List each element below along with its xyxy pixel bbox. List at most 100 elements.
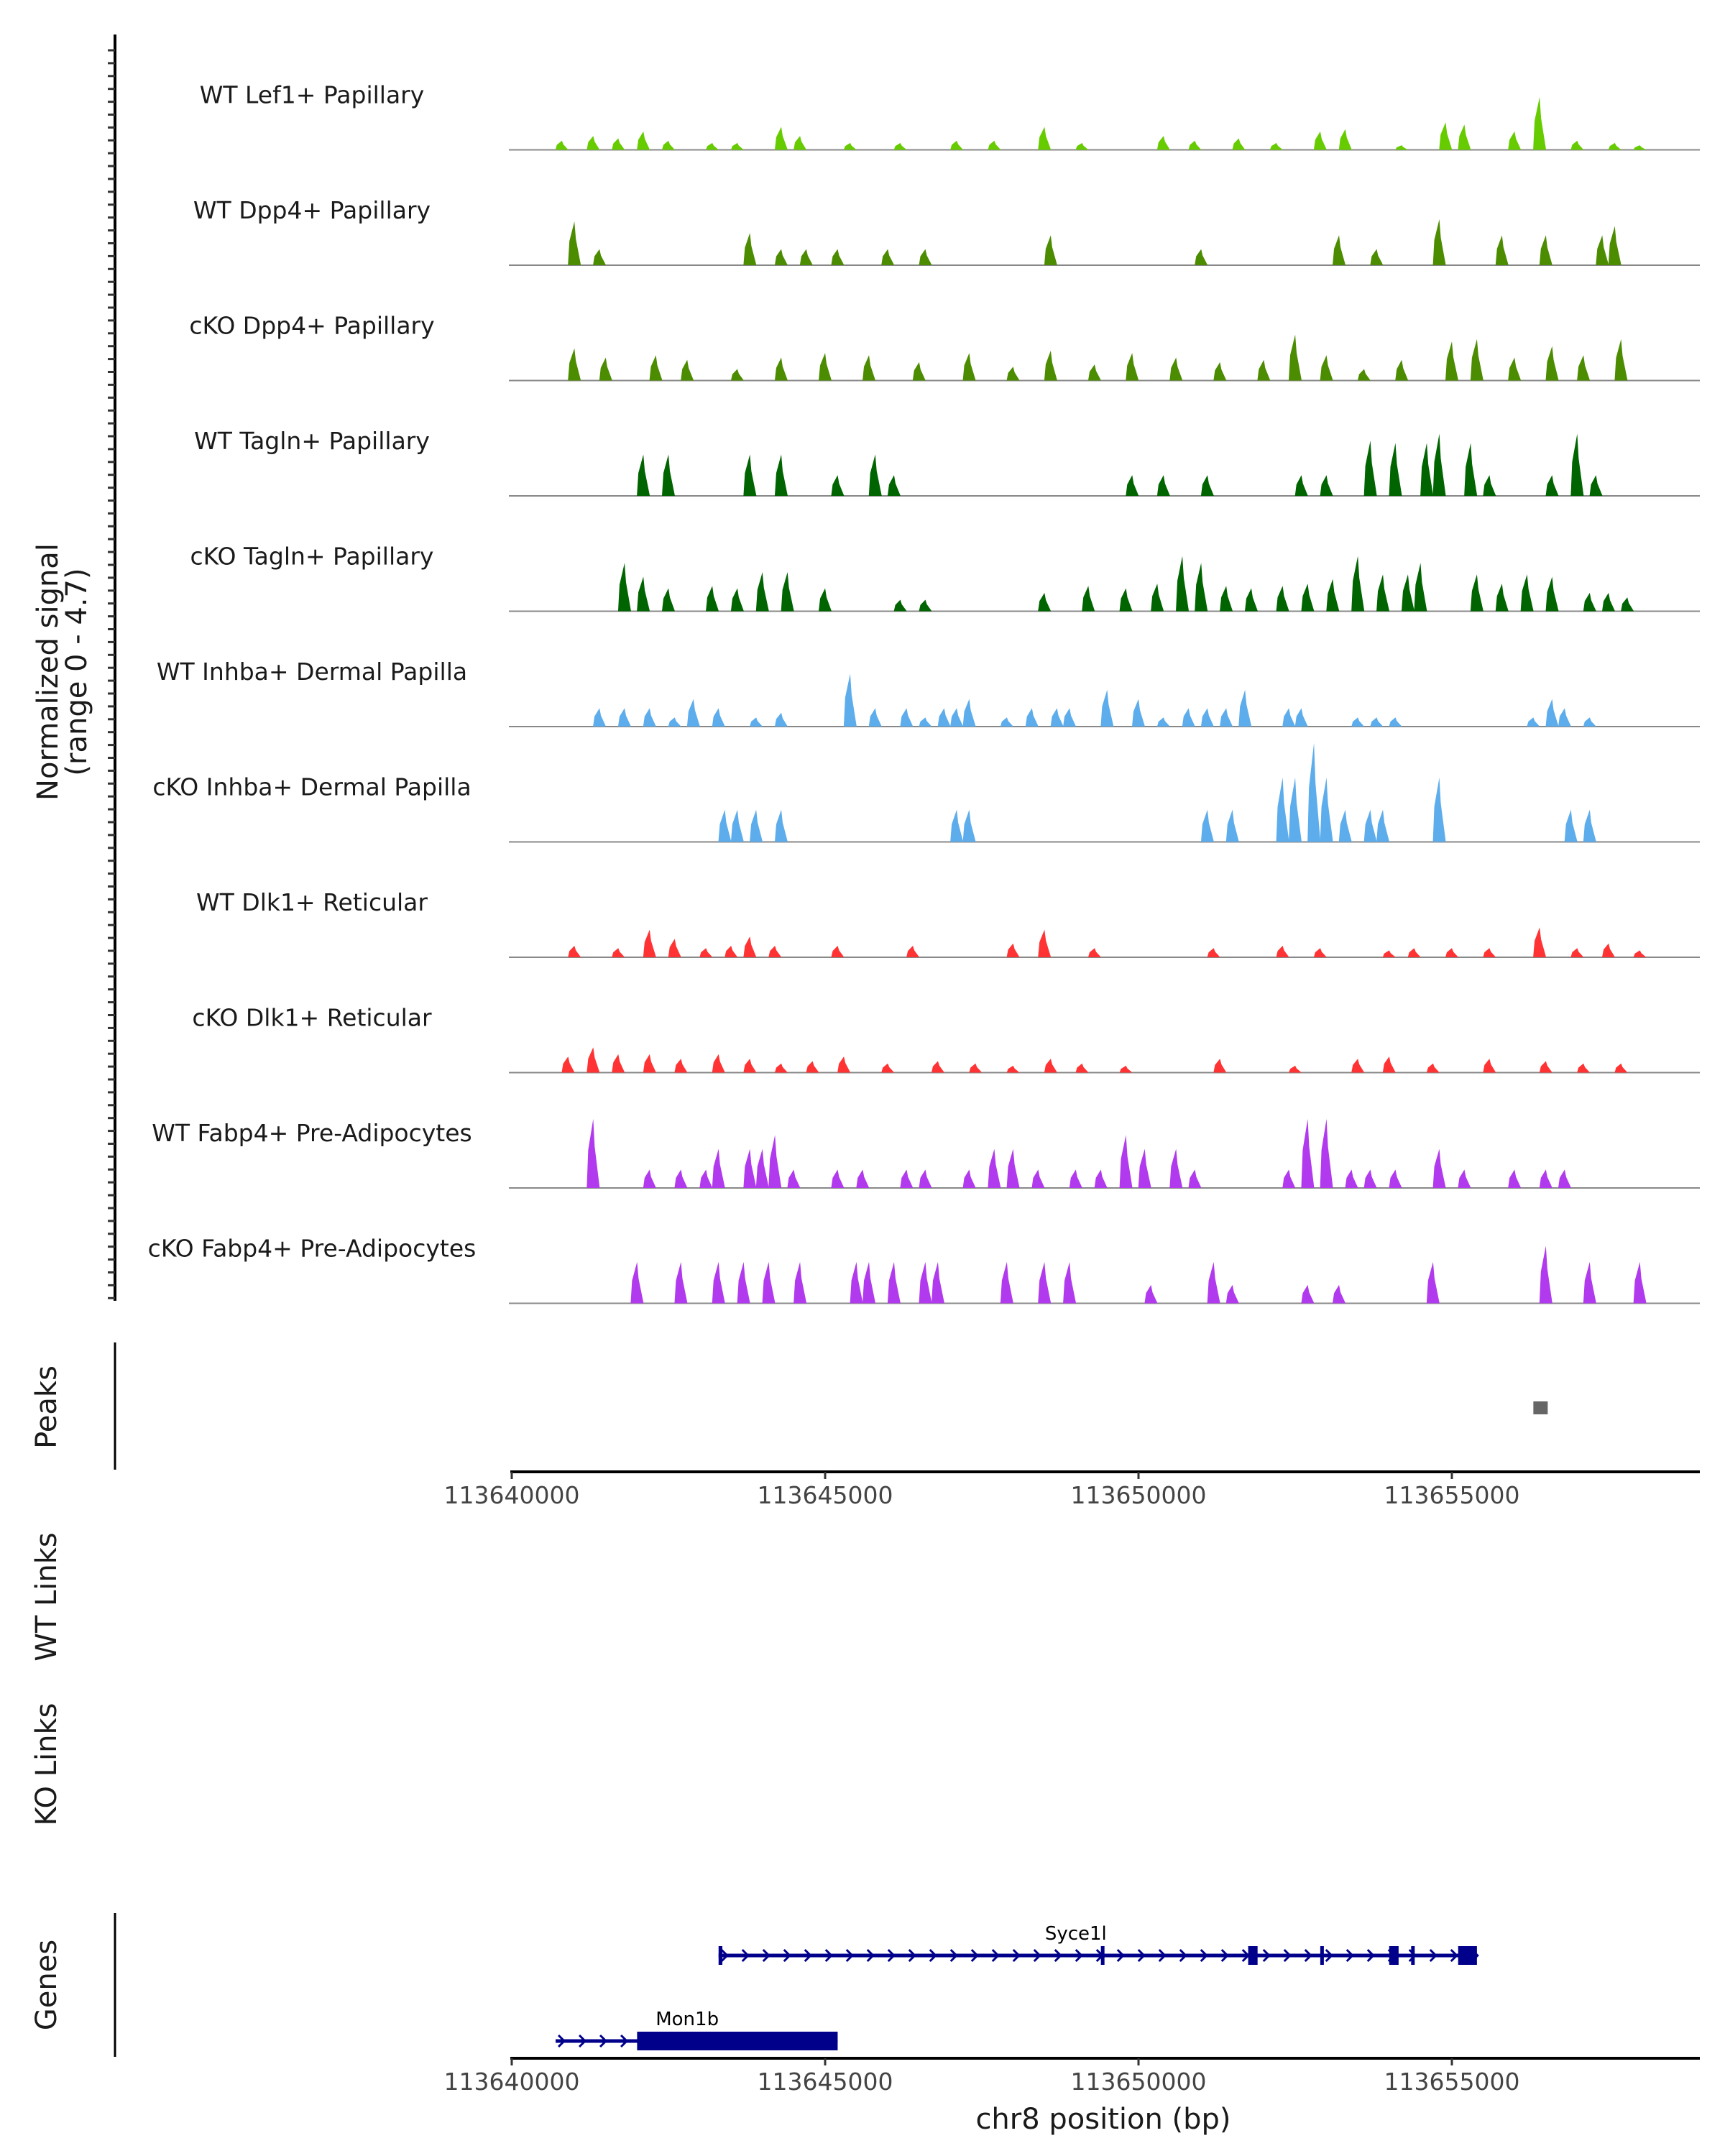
coverage-peak [1301,1284,1315,1304]
coverage-peak [1376,574,1390,612]
track-label: cKO Fabp4+ Pre-Adipocytes [148,1235,477,1263]
coverage-peak [988,140,1001,150]
coverage-peak [1633,1261,1647,1304]
coverage-peak [1301,584,1315,612]
coverage-peak [1407,948,1421,957]
coverage-peak [1126,475,1139,496]
coverage-peak [1633,145,1647,150]
coverage-peak [1527,717,1540,727]
coverage-peak [1458,1169,1471,1188]
coverage-peak [1426,1261,1440,1304]
coverage-peak [662,454,675,496]
coverage-peak [1126,353,1139,381]
coverage-peak [962,699,976,727]
coverage-peak [1156,136,1170,150]
x-tick-label: 113655000 [1384,2068,1520,2096]
coverage-peak [1564,809,1578,842]
coverage-peak [1038,592,1052,612]
peak-region [1533,1401,1548,1414]
coverage-peak [712,1261,725,1304]
coverage-peak [1602,943,1615,957]
coverage-peak [919,1261,932,1304]
coverage-peak [1313,131,1327,150]
coverage-peak [831,945,845,957]
coverage-peak [586,1118,600,1188]
coverage-peak [1376,809,1390,842]
coverage-peak [1545,576,1559,612]
coverage-peak [1608,226,1622,265]
coverage-peak [1087,948,1101,957]
coverage-peak [1207,948,1220,957]
coverage-peak [1445,948,1458,957]
coverage-peak [1044,350,1057,381]
strand-arrow-icon [1012,1948,1021,1963]
strand-arrow-icon [1200,1948,1208,1963]
coverage-peak [1363,441,1377,496]
strand-arrow-icon [1304,1948,1312,1963]
track-label: WT Lef1+ Papillary [200,81,425,109]
coverage-peak [643,708,656,727]
coverage-peak [1351,1059,1365,1073]
coverage-peak [1508,357,1522,381]
coverage-peak [1301,1118,1315,1188]
coverage-peak [937,708,951,727]
coverage-peak [1539,1169,1552,1188]
coverage-peak [643,929,656,957]
coverage-peak [1389,443,1402,496]
coverage-peak [1483,948,1496,957]
coverage-peak [1583,1261,1596,1304]
coverage-peak [612,1054,625,1073]
coverage-peak [674,1059,688,1073]
coverage-peak [906,945,920,957]
coverage-peak [1370,249,1384,265]
coverage-peak [743,1148,757,1188]
coverage-peak [843,673,857,727]
track-label: WT Dpp4+ Papillary [193,196,431,224]
coverage-peak [1558,708,1571,727]
coverage-peak [1470,574,1484,612]
track-label: WT Dlk1+ Reticular [196,888,428,916]
coverage-peak [568,221,581,265]
coverage-peak [1025,708,1039,727]
coverage-peak [1038,126,1052,150]
coverage-peak [1558,1169,1571,1188]
coverage-track: cKO Inhba+ Dermal Papilla [152,742,1700,843]
gene-label: Syce1l [1045,1923,1107,1945]
coverage-peak [794,136,807,150]
coverage-peak [1282,1169,1296,1188]
coverage-peak [1570,948,1584,957]
coverage-peak [1195,249,1208,265]
gene-exon [1411,1946,1415,1965]
x-tick-label: 113645000 [758,1481,893,1509]
coverage-peak [862,355,876,381]
track-label: cKO Tagln+ Papillary [190,543,434,571]
coverage-peak [699,948,713,957]
peaks-track [1533,1401,1548,1414]
coverage-track: cKO Tagln+ Papillary [190,543,1700,612]
coverage-track: WT Lef1+ Papillary [200,81,1700,151]
strand-arrow-icon [949,1948,958,1963]
coverage-peak [900,1169,914,1188]
coverage-peak [831,249,845,265]
coverage-peak [750,717,763,727]
coverage-peak [1188,1169,1202,1188]
coverage-peak [774,1063,788,1073]
coverage-peak [743,454,757,496]
coverage-peak [799,249,813,265]
coverage-track: WT Tagln+ Papillary [194,427,1700,497]
coverage-peak [712,1148,725,1188]
strand-arrow-icon [1054,1948,1062,1963]
coverage-peak [1238,689,1252,727]
coverage-peak [668,717,681,727]
coverage-peak [831,475,845,496]
x-tick-label: 113650000 [1071,2068,1207,2096]
coverage-peak [706,586,719,612]
coverage-peak [1087,364,1101,381]
coverage-peak [1495,584,1509,612]
gene-exon [1100,1946,1105,1965]
coverage-peak [768,1135,782,1188]
coverage-peak [893,142,907,150]
coverage-tracks: WT Lef1+ Papillary WT Dpp4+ Papillary cKO … [148,81,1700,1304]
strand-arrow-icon [970,1948,979,1963]
coverage-peak [1038,1261,1052,1304]
